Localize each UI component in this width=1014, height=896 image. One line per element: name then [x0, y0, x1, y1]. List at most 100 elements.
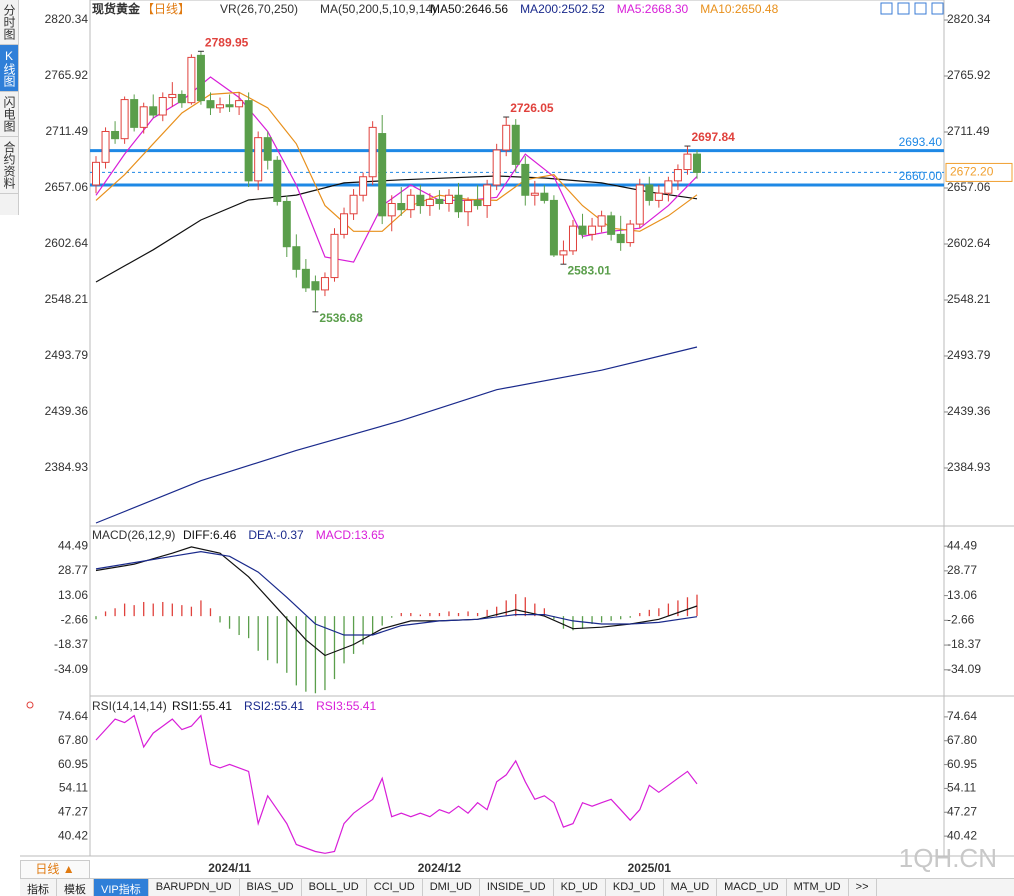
tab[interactable]: >>: [849, 879, 877, 896]
x-tick-label: 2024/11: [208, 861, 251, 875]
y-tick-label: 2493.79: [45, 348, 89, 362]
toolbar[interactable]: [880, 2, 944, 15]
candle-body: [177, 93, 186, 104]
candle-body: [683, 153, 692, 171]
candle-body: [454, 194, 463, 213]
tab[interactable]: MACD_UD: [717, 879, 787, 896]
level-label: 2693.40: [899, 135, 943, 149]
ma-line: [95, 91, 698, 232]
candle-body: [435, 198, 444, 204]
legend-entry: MA10:2650.48: [700, 2, 778, 16]
settings-icon[interactable]: [26, 701, 34, 709]
sidebar: 分时图 K线图 闪电图 合约资料: [0, 0, 19, 215]
candle-body: [502, 124, 511, 151]
y-tick-label: -34.09: [947, 662, 981, 676]
rsi-line: [95, 714, 698, 854]
tab[interactable]: BIAS_UD: [240, 879, 302, 896]
candle-body: [359, 176, 368, 196]
tab-bar: 指标 模板 VIP指标 BARUPDN_UD BIAS_UD BOLL_UD CCI_UD D…: [20, 878, 1014, 896]
candle-body: [292, 246, 301, 270]
period-button[interactable]: 日线 ▲: [20, 860, 90, 879]
macd-title: MACD(26,12,9): [92, 528, 175, 542]
legend-entry: MA50:2646.56: [430, 2, 508, 16]
tab[interactable]: KD_UD: [554, 879, 606, 896]
y-tick-label: 74.64: [947, 709, 977, 723]
watermark: 1QH.CN: [899, 843, 997, 873]
candle-body: [492, 149, 501, 186]
legend-entry: MA200:2502.52: [520, 2, 605, 16]
candle-body: [645, 184, 654, 201]
y-tick-label: -2.66: [947, 613, 975, 627]
y-tick-label: 60.95: [58, 757, 88, 771]
rsi-title: RSI(14,14,14): [92, 699, 167, 713]
candle-body: [597, 215, 606, 227]
y-tick-label: -2.66: [61, 613, 89, 627]
side-tab[interactable]: 合约资料: [0, 137, 18, 194]
tab[interactable]: INSIDE_UD: [480, 879, 554, 896]
legend-entry: RSI3:55.41: [316, 699, 376, 713]
y-tick-label: 2657.06: [45, 180, 89, 194]
y-tick-label: 2657.06: [947, 180, 991, 194]
annotation: 2726.05: [510, 101, 554, 115]
candle-body: [92, 161, 100, 186]
y-tick-label: -18.37: [947, 637, 981, 651]
candle-body: [483, 184, 492, 207]
macd-line: [95, 550, 698, 636]
candle-body: [406, 194, 415, 211]
y-tick-label: 2384.93: [947, 460, 991, 474]
tab[interactable]: MA_UD: [664, 879, 718, 896]
macd-line: [95, 546, 698, 657]
candle-body: [101, 130, 110, 163]
tab[interactable]: CCI_UD: [367, 879, 423, 896]
side-tab[interactable]: 闪电图: [0, 92, 18, 137]
candle-body: [473, 199, 482, 207]
side-tab[interactable]: K线图: [0, 45, 18, 92]
candle-body: [168, 93, 177, 99]
tab[interactable]: BARUPDN_UD: [149, 879, 240, 896]
tool-icon[interactable]: [931, 2, 944, 15]
period-label: 【日线】: [142, 2, 190, 16]
tool-icon[interactable]: [914, 2, 927, 15]
tab[interactable]: 指标: [20, 879, 57, 896]
y-tick-label: 67.80: [947, 733, 977, 747]
candle-body: [588, 225, 597, 235]
candle-body: [263, 137, 272, 161]
side-tab[interactable]: 分时图: [0, 0, 18, 45]
legend-entry: DEA:-0.37: [248, 528, 304, 542]
tool-icon[interactable]: [897, 2, 910, 15]
y-tick-label: 54.11: [947, 781, 976, 795]
y-tick-label: 28.77: [58, 563, 88, 577]
y-tick-label: 40.42: [947, 828, 977, 842]
candle-body: [416, 194, 425, 207]
candle-body: [340, 213, 349, 235]
ma-line: [95, 76, 698, 263]
chart-title: 现货黄金: [92, 1, 141, 16]
candle-body: [626, 223, 635, 244]
tab[interactable]: 模板: [57, 879, 94, 896]
y-tick-label: 2439.36: [45, 404, 89, 418]
x-tick-label: 2025/01: [628, 861, 672, 875]
tab[interactable]: DMI_UD: [423, 879, 480, 896]
candle-body: [158, 97, 167, 116]
candle-body: [559, 250, 568, 256]
candle-body: [311, 281, 320, 291]
y-tick-label: 2820.34: [947, 12, 991, 26]
y-tick-label: 28.77: [947, 563, 977, 577]
annotation: 2697.84: [691, 130, 735, 144]
tab[interactable]: KDJ_UD: [606, 879, 664, 896]
tab[interactable]: MTM_UD: [787, 879, 849, 896]
y-tick-label: 2602.64: [45, 236, 89, 250]
candle-body: [607, 215, 616, 235]
tab[interactable]: VIP指标: [94, 879, 149, 896]
tab[interactable]: BOLL_UD: [302, 879, 367, 896]
y-tick-label: 2820.34: [45, 12, 89, 26]
y-tick-label: 2711.49: [947, 124, 990, 138]
candle-body: [549, 199, 558, 256]
candle-body: [301, 268, 310, 289]
tool-icon[interactable]: [880, 2, 893, 15]
y-tick-label: 2602.64: [947, 236, 991, 250]
candle-body: [540, 192, 549, 201]
y-tick-label: 44.49: [947, 538, 977, 552]
candle-body: [282, 200, 291, 248]
